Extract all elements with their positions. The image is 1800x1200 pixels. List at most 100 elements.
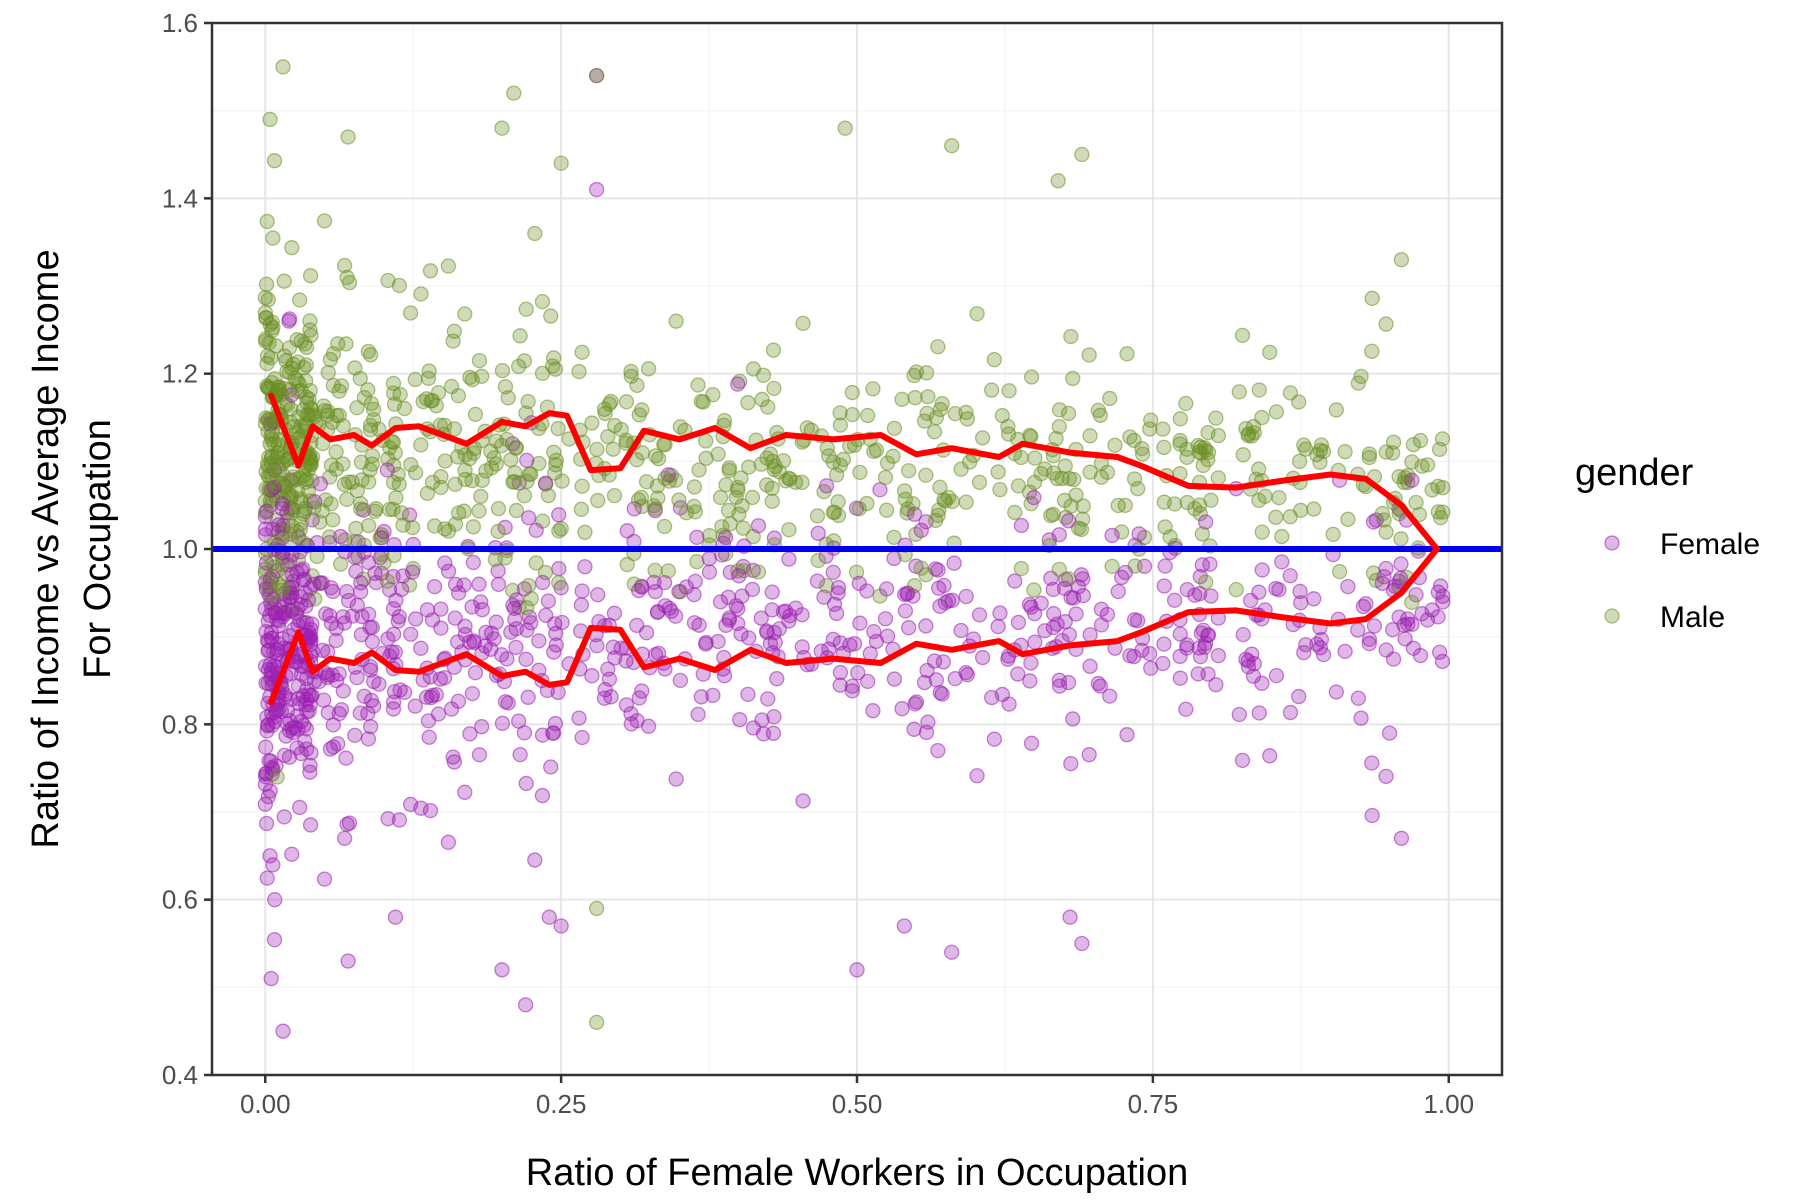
male-point (844, 384, 860, 401)
female-point (1126, 648, 1142, 665)
male-point (1293, 502, 1309, 518)
male-point (258, 480, 274, 496)
female-point (523, 615, 539, 631)
male-point (634, 402, 650, 418)
female-point (1051, 678, 1068, 694)
male-point (508, 502, 525, 519)
female-point (1090, 675, 1107, 692)
male-point (258, 276, 275, 292)
female-point (1192, 568, 1208, 585)
male-point (302, 322, 318, 338)
male-point (551, 523, 567, 539)
female-point (574, 729, 590, 746)
female-point (1179, 581, 1195, 598)
female-point (545, 725, 561, 741)
female-point (1197, 514, 1214, 530)
female-point (1408, 587, 1424, 603)
male-point (886, 529, 902, 546)
female-point (433, 620, 449, 636)
female-point (1350, 690, 1366, 706)
female-point (362, 619, 378, 636)
male-point (1337, 444, 1353, 460)
male-point (906, 367, 922, 384)
female-point (619, 523, 635, 539)
female-point (519, 452, 535, 469)
female-point (269, 611, 285, 628)
male-point (1412, 432, 1429, 449)
female-point (630, 582, 647, 599)
male-point (1254, 524, 1270, 540)
female-point (1026, 489, 1042, 506)
female-point (936, 577, 952, 594)
female-point (1063, 755, 1079, 772)
male-point (714, 519, 730, 535)
male-point (1268, 509, 1284, 525)
male-point (348, 520, 364, 537)
male-point (983, 382, 1000, 398)
male-point (467, 406, 484, 423)
male-point (1179, 494, 1195, 511)
female-point (260, 789, 276, 805)
female-point (1065, 711, 1081, 727)
male-point (590, 492, 606, 509)
x-axis-title: Ratio of Female Workers in Occupation (526, 1152, 1188, 1194)
male-point (289, 332, 305, 348)
male-point (368, 501, 384, 517)
female-point (483, 641, 499, 657)
female-point (1404, 472, 1420, 488)
male-point (958, 494, 974, 510)
female-point (1119, 727, 1135, 743)
male-point (765, 342, 782, 358)
female-point (1195, 622, 1211, 638)
male-point (298, 357, 315, 373)
female-point (618, 697, 635, 713)
female-point (1393, 556, 1409, 572)
male-point (764, 493, 780, 509)
male-point (986, 352, 1003, 368)
female-point (547, 715, 564, 732)
female-point (626, 501, 642, 517)
male-point (605, 441, 621, 457)
y-axis-title-line1: Ratio of Income vs Average Income (25, 249, 67, 848)
male-point (753, 456, 769, 472)
male-point (258, 331, 274, 347)
male-point (379, 573, 396, 589)
male-point (650, 490, 666, 506)
female-point (339, 583, 355, 600)
female-point (1194, 557, 1211, 573)
male-point (462, 369, 478, 386)
female-point (360, 731, 377, 747)
male-point (385, 501, 401, 518)
axes: 0.00 0.25 0.50 0.75 1.00 0.4 0.6 0.8 1.0 1.2 1.4 1.… (25, 8, 1474, 1194)
female-point (782, 608, 798, 624)
male-point (265, 230, 281, 246)
female-point (1134, 642, 1150, 658)
male-point (393, 505, 410, 521)
female-point (471, 747, 488, 763)
female-point (433, 601, 449, 617)
female-point (483, 625, 500, 641)
female-point (671, 583, 687, 600)
female-point (274, 496, 290, 512)
female-point (266, 932, 283, 948)
male-point (274, 466, 291, 482)
female-point (289, 601, 306, 617)
female-point (325, 739, 342, 755)
female-point (340, 953, 356, 969)
male-point (851, 501, 867, 517)
male-point (830, 507, 847, 524)
female-point (276, 809, 292, 825)
male-point (1195, 457, 1211, 474)
female-point (1381, 725, 1398, 741)
female-point (1082, 658, 1098, 674)
female-point (298, 615, 315, 631)
female-point (1061, 627, 1078, 643)
male-point (464, 472, 480, 489)
legend: gender Female Male (1575, 452, 1760, 634)
female-point (380, 811, 396, 827)
male-point (402, 305, 419, 321)
male-point (260, 412, 277, 429)
male-point (1434, 431, 1451, 447)
female-point (809, 573, 826, 589)
female-point (316, 692, 332, 708)
